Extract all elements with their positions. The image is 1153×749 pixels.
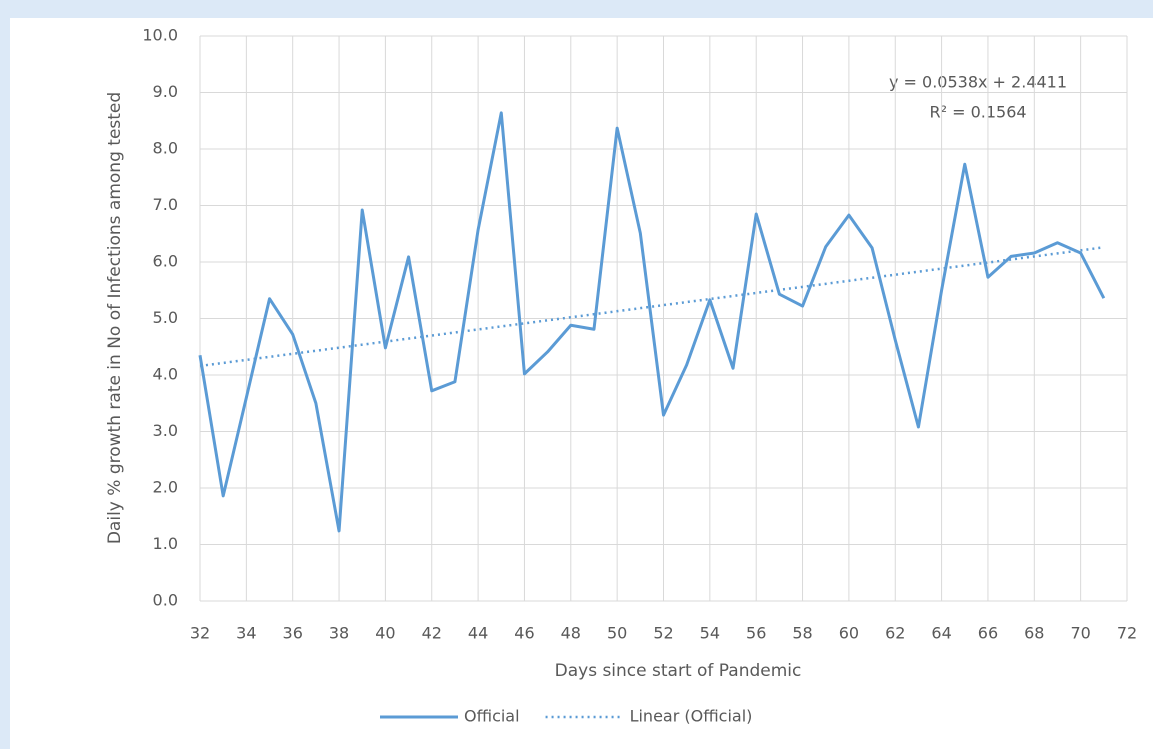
x-tick-label: 44 bbox=[468, 624, 488, 643]
x-tick-label: 72 bbox=[1117, 624, 1137, 643]
x-tick-label: 56 bbox=[746, 624, 766, 643]
y-tick-label: 7.0 bbox=[153, 195, 178, 214]
x-tick-label: 50 bbox=[607, 624, 627, 643]
y-tick-label: 3.0 bbox=[153, 421, 178, 440]
y-tick-label: 10.0 bbox=[142, 26, 178, 45]
x-tick-label: 68 bbox=[1024, 624, 1044, 643]
x-tick-label: 52 bbox=[653, 624, 673, 643]
line-series bbox=[198, 111, 1106, 533]
x-tick-label: 32 bbox=[190, 624, 210, 643]
x-tick-label: 40 bbox=[375, 624, 395, 643]
x-tick-label: 60 bbox=[839, 624, 859, 643]
y-tick-label: 9.0 bbox=[153, 82, 178, 101]
y-tick-label: 8.0 bbox=[153, 139, 178, 158]
x-tick-label: 58 bbox=[792, 624, 812, 643]
y-tick-label: 2.0 bbox=[153, 478, 178, 497]
x-tick-label: 62 bbox=[885, 624, 905, 643]
x-tick-label: 64 bbox=[931, 624, 951, 643]
y-tick-label: 0.0 bbox=[153, 591, 178, 610]
y-tick-label: 4.0 bbox=[153, 365, 178, 384]
legend-label: Official bbox=[464, 707, 520, 726]
y-tick-label: 5.0 bbox=[153, 308, 178, 327]
y-axis-title: Daily % growth rate in No of Infections … bbox=[105, 92, 125, 544]
x-tick-label: 46 bbox=[514, 624, 534, 643]
equation: y = 0.0538x + 2.4411 bbox=[889, 73, 1067, 92]
x-tick-label: 66 bbox=[978, 624, 998, 643]
r-squared: R² = 0.1564 bbox=[929, 103, 1026, 122]
x-tick-label: 36 bbox=[283, 624, 303, 643]
y-tick-label: 6.0 bbox=[153, 252, 178, 271]
line-series bbox=[199, 246, 1104, 368]
x-tick-label: 70 bbox=[1070, 624, 1090, 643]
x-axis-title: Days since start of Pandemic bbox=[555, 661, 802, 681]
x-tick-label: 38 bbox=[329, 624, 349, 643]
x-tick-label: 48 bbox=[561, 624, 581, 643]
x-tick-label: 54 bbox=[700, 624, 720, 643]
legend-label: Linear (Official) bbox=[630, 707, 753, 726]
x-tick-label: 34 bbox=[236, 624, 256, 643]
x-tick-label: 42 bbox=[422, 624, 442, 643]
y-tick-label: 1.0 bbox=[153, 534, 178, 553]
